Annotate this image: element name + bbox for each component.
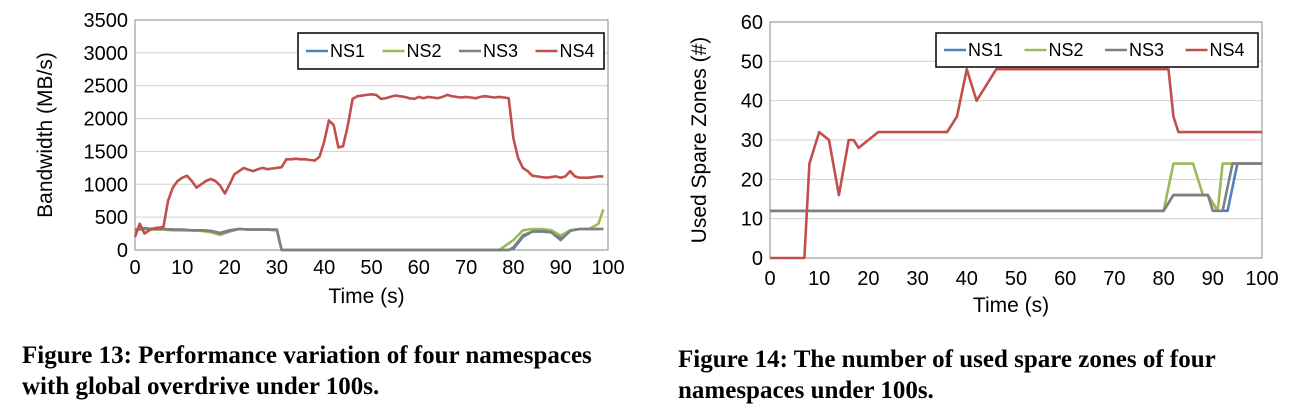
x-axis-label: Time (s) [973, 294, 1049, 317]
caption-figure-13: Figure 13: Performance variation of four… [22, 342, 592, 400]
x-tick-label: 40 [956, 268, 978, 290]
legend-label: NS2 [1049, 40, 1084, 60]
x-tick-label: 100 [1245, 268, 1278, 290]
y-tick-label: 3500 [84, 10, 129, 32]
y-tick-label: 1000 [84, 174, 129, 196]
series-line-ns3 [770, 162, 1262, 213]
x-tick-label: 60 [408, 257, 430, 279]
y-axis-label: Used Spare Zones (#) [688, 37, 711, 244]
y-tick-label: 10 [741, 209, 763, 231]
x-tick-label: 20 [218, 257, 240, 279]
chart-spare-zones: 0 10 20 30 40 50 60 0 10 20 30 40 50 60 70 80 90 100 Time … [688, 12, 1279, 317]
y-tick-label: 30 [741, 130, 763, 152]
series-line-ns4 [133, 93, 604, 238]
y-tick-label: 20 [741, 169, 763, 191]
x-tick-label: 10 [171, 257, 193, 279]
x-tick-label: 50 [360, 257, 382, 279]
x-tick-label: 100 [591, 257, 624, 279]
caption-figure-14: Figure 14: The number of used spare zone… [678, 346, 1216, 404]
x-tick-label: 30 [906, 268, 928, 290]
x-tick-label: 0 [129, 257, 140, 279]
x-tick-label: 70 [455, 257, 477, 279]
legend-label: NS4 [1210, 40, 1245, 60]
x-tick-label: 20 [857, 268, 879, 290]
x-axis-label: Time (s) [328, 285, 404, 308]
legend-label: NS2 [407, 41, 442, 61]
legend-label: NS3 [1129, 40, 1164, 60]
y-axis-label: Bandwidth (MB/s) [34, 52, 57, 218]
x-tick-label: 60 [1054, 268, 1076, 290]
x-tick-label: 50 [1005, 268, 1027, 290]
y-tick-label: 1500 [84, 141, 129, 163]
series-line-ns4 [770, 67, 1262, 260]
y-tick-label: 50 [741, 51, 763, 73]
y-tick-label: 2000 [84, 109, 129, 131]
x-tick-label: 70 [1103, 268, 1125, 290]
x-tick-label: 0 [764, 268, 775, 290]
plot-area [769, 21, 1263, 259]
x-tick-label: 90 [1202, 268, 1224, 290]
legend-label: NS1 [968, 40, 1003, 60]
y-tick-label: 60 [741, 12, 763, 34]
y-tick-label: 3000 [84, 43, 129, 65]
y-tick-label: 0 [752, 248, 763, 270]
x-tick-label: 90 [550, 257, 572, 279]
x-tick-label: 40 [313, 257, 335, 279]
x-tick-label: 30 [266, 257, 288, 279]
x-tick-label: 80 [1152, 268, 1174, 290]
legend-label: NS4 [560, 41, 595, 61]
x-tick-label: 80 [502, 257, 524, 279]
series-line-ns3 [134, 227, 604, 252]
y-tick-label: 2500 [84, 76, 129, 98]
y-tick-label: 500 [95, 207, 128, 229]
legend-label: NS3 [483, 41, 518, 61]
y-tick-label: 40 [741, 91, 763, 113]
legend-label: NS1 [330, 41, 365, 61]
chart-bandwidth: 0 500 1000 1500 2000 2500 3000 3500 0 10 20 30 40 50 6… [34, 10, 625, 308]
x-tick-label: 10 [808, 268, 830, 290]
y-tick-label: 0 [117, 240, 128, 262]
